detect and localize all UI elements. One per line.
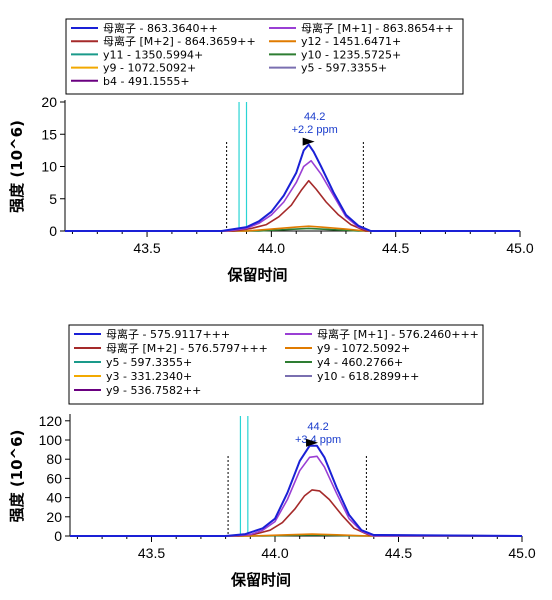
legend-label: y9 - 536.7582++ xyxy=(106,384,201,397)
y-tick-label: 100 xyxy=(39,432,63,448)
legend-label: 母离子 [M+2] - 576.5797+++ xyxy=(106,341,268,355)
y-tick-label: 20 xyxy=(46,509,62,525)
series-line xyxy=(70,444,523,537)
y-tick-label: 120 xyxy=(39,413,63,429)
y-tick-label: 0 xyxy=(54,528,62,544)
legend-label: y12 - 1451.6471+ xyxy=(301,35,401,48)
x-tick-label: 43.5 xyxy=(133,240,160,256)
y-tick-label: 0 xyxy=(49,223,57,239)
x-axis-title: 保留时间 xyxy=(230,571,291,589)
series-line xyxy=(65,179,520,232)
legend-label: 母离子 [M+1] - 863.8654++ xyxy=(301,21,454,35)
legend-box xyxy=(65,18,464,95)
annotation-rt: 44.2 xyxy=(304,111,325,123)
legend-label: b4 - 491.1555+ xyxy=(103,75,190,88)
y-tick-label: 40 xyxy=(46,490,62,506)
x-tick-label: 44.0 xyxy=(258,240,285,256)
legend-label: 母离子 [M+1] - 576.2460+++ xyxy=(317,327,479,341)
y-tick-label: 5 xyxy=(49,191,57,207)
y-tick-label: 20 xyxy=(41,94,57,110)
chart-2: 母离子 - 575.9117+++ 母离子 [M+1] - 576.2460+++… xyxy=(8,324,536,589)
y-axis-title: 强度 (10^6) xyxy=(8,430,26,523)
legend-label: y4 - 460.2766+ xyxy=(317,356,403,369)
x-tick-label: 45.0 xyxy=(506,240,533,256)
x-axis-title: 保留时间 xyxy=(226,266,287,284)
y-tick-label: 60 xyxy=(46,470,62,486)
series-line xyxy=(65,225,520,232)
legend-label: 母离子 - 575.9117+++ xyxy=(106,327,230,341)
legend-label: y5 - 597.3355+ xyxy=(301,62,387,75)
annotation-ppm: +3.4 ppm xyxy=(295,434,341,446)
annotation-rt: 44.2 xyxy=(307,421,328,433)
peak-marker-icon xyxy=(306,438,319,447)
annotation-ppm: +2.2 ppm xyxy=(292,124,338,136)
x-tick-label: 45.0 xyxy=(508,545,535,561)
x-tick-label: 44.5 xyxy=(382,240,409,256)
series-line xyxy=(65,159,520,232)
legend-box xyxy=(68,324,484,405)
legend-label: 母离子 - 863.3640++ xyxy=(103,21,218,35)
legend-label: y5 - 597.3355+ xyxy=(106,356,192,369)
x-tick-label: 44.0 xyxy=(261,545,288,561)
legend-label: 母离子 [M+2] - 864.3659++ xyxy=(103,34,256,48)
chart-1: 母离子 - 863.3640++ 母离子 [M+1] - 863.8654++ 母离… xyxy=(8,18,534,284)
legend-label: y10 - 1235.5725+ xyxy=(301,48,401,61)
legend-label: y3 - 331.2340+ xyxy=(106,370,192,383)
x-tick-label: 44.5 xyxy=(385,545,412,561)
series-line xyxy=(70,533,522,537)
y-tick-label: 15 xyxy=(41,126,57,142)
legend-label: y9 - 1072.5092+ xyxy=(317,342,410,355)
x-tick-label: 43.5 xyxy=(138,545,165,561)
series-line xyxy=(70,489,523,537)
series-line xyxy=(65,143,520,232)
y-axis-title: 强度 (10^6) xyxy=(8,120,26,213)
y-tick-label: 10 xyxy=(41,159,57,175)
peak-marker-icon xyxy=(302,137,315,146)
legend-label: y10 - 618.2899++ xyxy=(317,370,419,383)
y-tick-label: 80 xyxy=(46,451,62,467)
legend-label: y11 - 1350.5994+ xyxy=(103,48,203,61)
legend-label: y9 - 1072.5092+ xyxy=(103,62,196,75)
series-line xyxy=(70,455,522,537)
